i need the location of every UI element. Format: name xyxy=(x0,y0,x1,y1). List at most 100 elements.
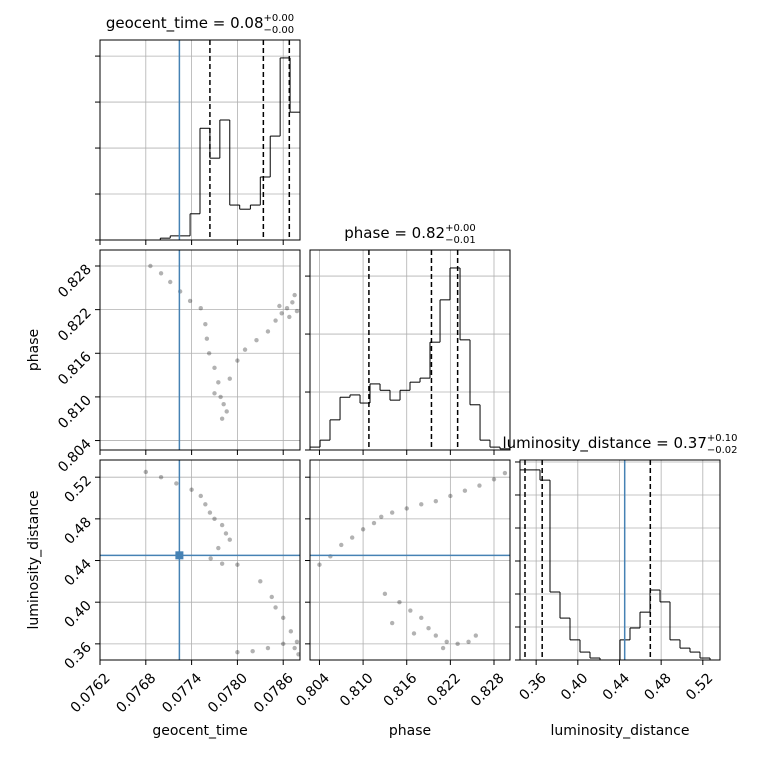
title-sup: +0.00 xyxy=(264,13,295,24)
sample-point xyxy=(258,579,263,584)
sample-point xyxy=(473,633,479,638)
y-tick-label: 0.816 xyxy=(55,349,95,389)
title-text: luminosity_distance = 0.37 xyxy=(502,434,706,453)
x-tick-label: 0.822 xyxy=(424,670,464,710)
sample-point xyxy=(426,626,431,631)
sample-point xyxy=(389,620,395,626)
sample-point xyxy=(174,481,179,486)
sample-point xyxy=(254,337,259,343)
sample-point xyxy=(433,498,439,504)
sample-point xyxy=(408,608,413,613)
sample-point xyxy=(177,289,183,294)
sample-point xyxy=(277,303,282,309)
x-tick-label: 0.0780 xyxy=(205,670,251,716)
panel-title: geocent_time = 0.08+0.00 −0.00 xyxy=(106,13,294,36)
x-tick-label: 0.810 xyxy=(337,670,377,710)
panel xyxy=(310,250,510,450)
x-tick-label: 0.828 xyxy=(468,670,508,710)
sample-point xyxy=(198,493,203,499)
title-sub: −0.00 xyxy=(264,25,295,36)
sample-point xyxy=(187,298,193,304)
sample-point xyxy=(198,305,203,311)
sample-point xyxy=(292,645,297,651)
y-tick-label: 0.810 xyxy=(55,392,95,432)
sample-point xyxy=(448,493,453,499)
sample-point xyxy=(419,615,424,621)
sample-point xyxy=(189,487,194,492)
sample-point xyxy=(404,506,409,511)
sample-point xyxy=(288,629,294,634)
panel-frame xyxy=(519,459,721,661)
y-tick-label: 0.40 xyxy=(61,598,94,631)
sample-point xyxy=(349,535,355,540)
sample-point xyxy=(207,510,213,515)
sample-point xyxy=(502,470,508,476)
panel-title: luminosity_distance = 0.37+0.10 −0.02 xyxy=(502,433,737,456)
sample-point xyxy=(216,380,221,385)
panel xyxy=(310,460,510,660)
sample-point xyxy=(148,263,153,269)
sample-point xyxy=(317,562,322,567)
panel-frame xyxy=(309,249,511,451)
x-tick-label: 0.0768 xyxy=(113,670,159,716)
sample-point xyxy=(218,394,223,400)
sample-point xyxy=(212,365,217,371)
sample-point xyxy=(216,545,221,551)
y-axis-label: phase xyxy=(26,329,42,371)
truth-marker xyxy=(175,551,184,560)
y-tick-label: 0.44 xyxy=(61,556,94,589)
sample-point xyxy=(419,502,424,507)
sample-point xyxy=(223,531,229,536)
panel xyxy=(520,460,720,660)
sample-point xyxy=(273,605,278,610)
x-tick-label: 0.40 xyxy=(558,670,591,703)
panel xyxy=(100,460,300,660)
x-tick-label: 0.52 xyxy=(683,670,716,703)
title-sub: −0.02 xyxy=(707,445,738,456)
x-tick-label: 0.44 xyxy=(600,670,633,703)
y-tick-label: 0.822 xyxy=(55,305,95,345)
sample-point xyxy=(411,631,417,636)
sample-point xyxy=(206,351,212,356)
sample-point xyxy=(235,562,240,567)
sample-point xyxy=(158,474,164,480)
sample-point xyxy=(389,510,395,515)
x-tick-label: 0.816 xyxy=(381,670,421,710)
sample-point xyxy=(224,409,229,414)
sample-point xyxy=(287,314,292,320)
sample-point xyxy=(433,633,439,638)
sample-point xyxy=(279,311,284,316)
sample-point xyxy=(235,358,240,363)
sample-point xyxy=(212,391,217,396)
sample-point xyxy=(491,477,497,482)
sample-point xyxy=(294,308,300,314)
x-axis-label: luminosity_distance xyxy=(550,723,689,739)
sample-point xyxy=(143,469,149,475)
x-axis-label: geocent_time xyxy=(152,723,247,739)
sample-point xyxy=(281,615,286,621)
sample-point xyxy=(444,639,449,644)
sample-point xyxy=(250,648,255,654)
sample-point xyxy=(281,641,286,647)
sample-point xyxy=(360,527,366,532)
sample-point xyxy=(168,279,173,285)
panel xyxy=(100,250,300,450)
sample-point xyxy=(204,336,210,341)
panel-frame xyxy=(309,459,511,661)
panel-title: phase = 0.82+0.00 −0.01 xyxy=(344,223,475,246)
y-axis-label: luminosity_distance xyxy=(26,490,42,629)
sample-point xyxy=(440,645,446,651)
sample-point xyxy=(371,520,377,526)
panel-frame xyxy=(99,39,301,241)
sample-point xyxy=(462,488,468,493)
panel-frame xyxy=(99,249,301,451)
sample-point xyxy=(382,591,388,597)
sample-point xyxy=(219,561,225,566)
sample-point xyxy=(284,305,290,311)
sample-point xyxy=(265,329,271,334)
panel-frame xyxy=(99,459,301,661)
sample-point xyxy=(221,401,226,407)
title-sup: +0.00 xyxy=(445,223,476,234)
sample-point xyxy=(294,639,300,644)
